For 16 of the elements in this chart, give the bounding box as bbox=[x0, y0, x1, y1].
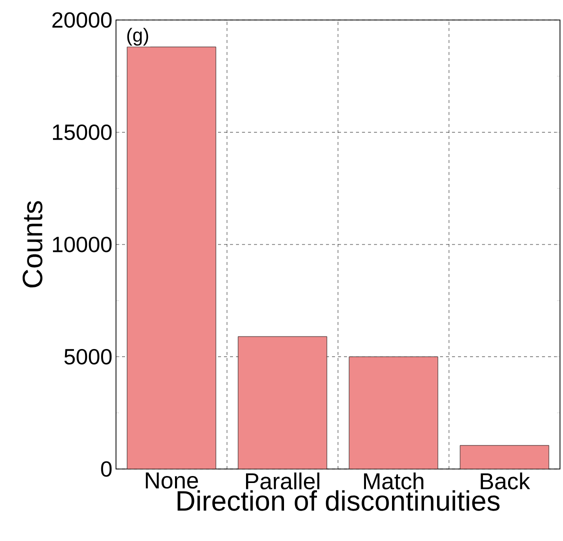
y-tick-label: 10000 bbox=[52, 236, 112, 252]
x-tick-label: Parallel bbox=[246, 472, 320, 490]
bar bbox=[238, 336, 327, 469]
annotation: (g) bbox=[127, 28, 148, 46]
x-tick-label: Back bbox=[480, 472, 530, 490]
y-tick-label: 15000 bbox=[52, 124, 112, 140]
y-tick-label: 20000 bbox=[52, 12, 112, 28]
y-tick-label: 0 bbox=[101, 461, 112, 477]
bar bbox=[127, 46, 216, 469]
y-axis-title: Counts bbox=[22, 201, 42, 288]
x-axis-title: Direction of discontinuities bbox=[178, 490, 500, 511]
x-tick-label: None bbox=[146, 472, 198, 489]
y-tick-label: 5000 bbox=[64, 348, 112, 365]
bar bbox=[460, 445, 550, 469]
bar bbox=[349, 356, 438, 469]
x-tick-label: Match bbox=[364, 472, 424, 490]
